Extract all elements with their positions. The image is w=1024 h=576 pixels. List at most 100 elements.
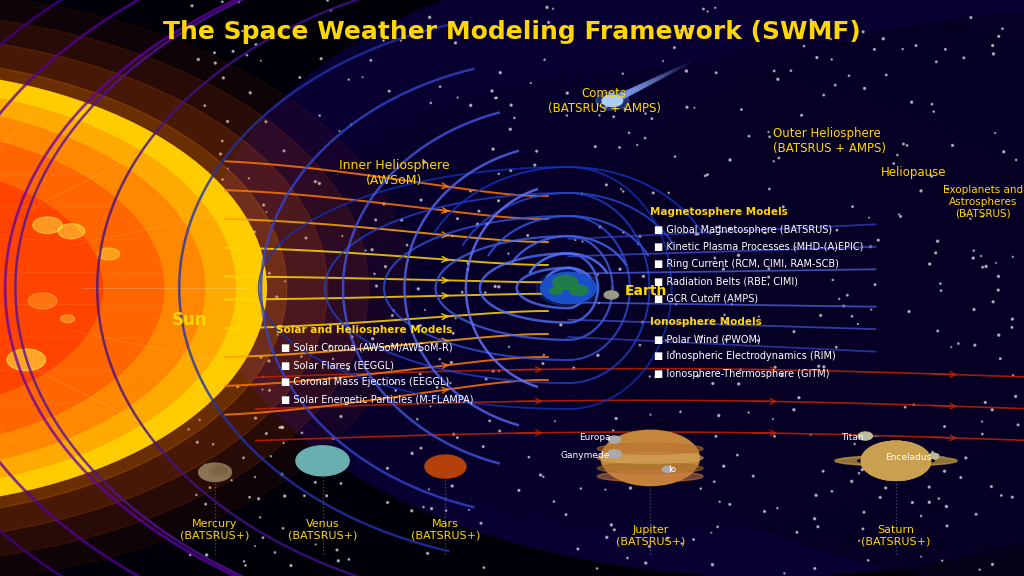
Point (532, 471, 549, 480)
Point (858, 453, 874, 462)
Point (503, 101, 519, 110)
Point (597, 485, 613, 494)
Text: Exoplanets and
Astrospheres
(BATSRUS): Exoplanets and Astrospheres (BATSRUS) (943, 185, 1023, 218)
Point (609, 33, 626, 43)
Point (248, 414, 264, 423)
Point (924, 172, 940, 181)
Point (412, 346, 428, 355)
Point (847, 439, 863, 449)
Circle shape (537, 270, 600, 306)
Point (771, 153, 787, 162)
Point (423, 98, 439, 108)
Point (599, 533, 615, 542)
Point (943, 343, 959, 352)
Point (816, 362, 833, 372)
Point (988, 258, 1005, 267)
Point (606, 525, 623, 535)
Point (268, 292, 285, 301)
Circle shape (663, 467, 673, 472)
Point (660, 188, 677, 198)
Point (762, 132, 778, 142)
Point (365, 334, 381, 343)
Point (812, 311, 828, 320)
Circle shape (671, 70, 675, 73)
Point (936, 422, 952, 431)
Point (699, 170, 716, 179)
Point (761, 184, 777, 194)
Point (757, 228, 773, 237)
Point (1008, 392, 1024, 401)
Point (488, 93, 505, 103)
Point (905, 400, 922, 410)
Text: ■ Ionospheric Electrodynamics (RIM): ■ Ionospheric Electrodynamics (RIM) (654, 351, 836, 361)
Point (990, 286, 1007, 295)
Point (487, 282, 504, 291)
Point (894, 44, 910, 54)
Point (693, 332, 710, 342)
Point (645, 188, 662, 198)
Point (1005, 371, 1021, 380)
Point (403, 506, 420, 516)
Point (485, 366, 502, 376)
Point (690, 372, 707, 381)
Point (708, 222, 724, 232)
Point (1005, 492, 1021, 502)
Point (729, 450, 745, 460)
Point (207, 58, 223, 67)
Point (809, 53, 825, 62)
Point (647, 372, 664, 381)
Point (808, 491, 824, 500)
Text: Ganymede: Ganymede (561, 450, 610, 460)
Point (761, 127, 777, 137)
Point (487, 93, 504, 103)
Text: ■ Solar Flares (EEGGL): ■ Solar Flares (EEGGL) (281, 360, 393, 370)
Point (605, 426, 622, 435)
Point (341, 75, 357, 84)
Point (230, 0, 247, 6)
Point (623, 483, 639, 492)
Point (261, 386, 278, 395)
Point (990, 32, 1007, 41)
Point (657, 336, 674, 345)
Point (266, 548, 283, 557)
Point (292, 73, 308, 82)
Point (490, 196, 507, 206)
Ellipse shape (597, 471, 703, 482)
Point (478, 374, 495, 384)
Point (892, 212, 908, 221)
Point (642, 372, 658, 381)
Point (776, 569, 793, 576)
Text: Solar and Heliosphere Models: Solar and Heliosphere Models (276, 325, 453, 335)
Point (255, 372, 271, 381)
Text: ■ Solar Energetic Particles (M-FLAMPA): ■ Solar Energetic Particles (M-FLAMPA) (281, 395, 473, 404)
Circle shape (0, 12, 369, 564)
Point (1005, 314, 1021, 324)
Point (711, 411, 727, 420)
Point (766, 157, 782, 166)
Circle shape (607, 98, 617, 104)
Point (332, 127, 348, 136)
Point (990, 331, 1007, 340)
Point (565, 363, 582, 373)
Point (481, 416, 498, 426)
Point (796, 41, 812, 51)
Point (705, 560, 721, 569)
Point (535, 359, 551, 368)
Point (928, 57, 944, 66)
Point (475, 442, 492, 451)
Point (940, 184, 956, 194)
Point (992, 354, 1009, 363)
Point (985, 297, 1001, 306)
Point (866, 45, 883, 54)
Circle shape (209, 464, 231, 477)
Circle shape (622, 92, 631, 97)
Point (384, 311, 400, 320)
Point (190, 55, 207, 64)
Circle shape (644, 81, 651, 85)
Point (757, 507, 773, 516)
Text: Mercury
(BATSRUS+): Mercury (BATSRUS+) (180, 519, 250, 541)
Point (591, 298, 607, 308)
Point (782, 66, 799, 75)
Point (611, 264, 628, 274)
Point (775, 202, 792, 211)
